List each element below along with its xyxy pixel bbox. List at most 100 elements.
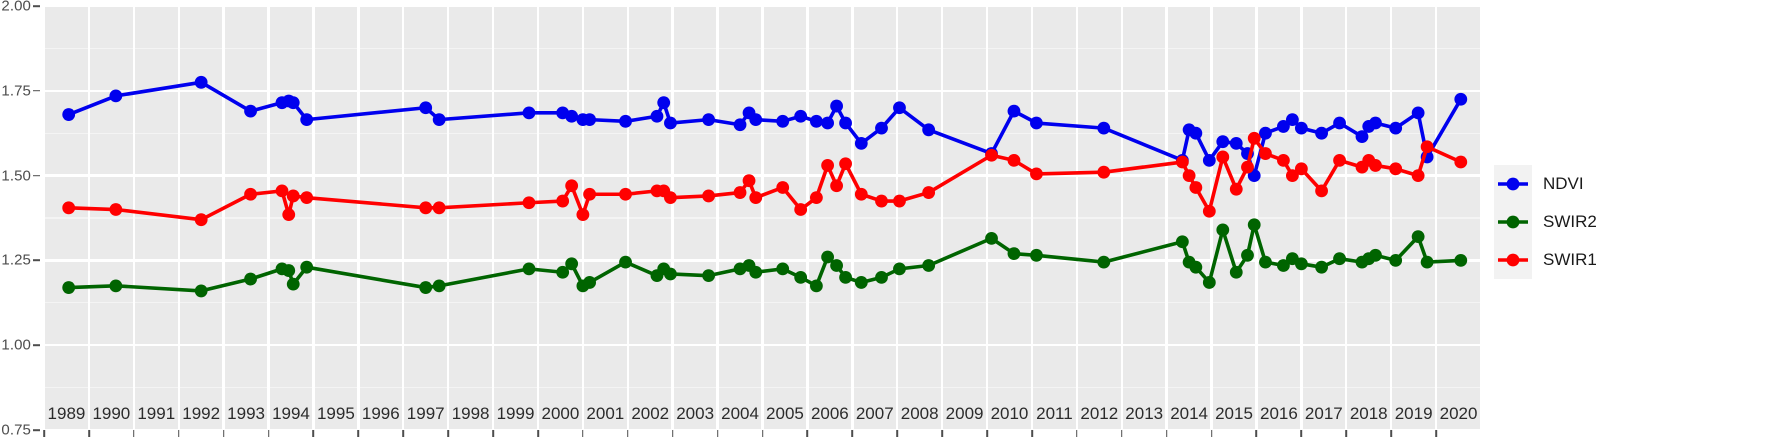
data-point <box>1241 160 1254 174</box>
data-point <box>1175 153 1189 167</box>
data-point <box>244 272 257 286</box>
data-point <box>300 260 314 274</box>
x-tick-mark <box>1435 430 1437 437</box>
data-point <box>854 276 868 289</box>
gridline-x-major <box>806 6 809 430</box>
y-tick-mark <box>33 174 40 177</box>
data-point <box>650 184 664 198</box>
data-point <box>839 270 852 284</box>
data-point <box>875 194 888 208</box>
x-tick-label: 1999 <box>496 404 535 423</box>
data-point <box>1411 230 1425 244</box>
data-point <box>583 113 597 127</box>
data-point <box>922 123 936 137</box>
data-point <box>565 179 579 193</box>
data-point <box>657 96 671 110</box>
data-point <box>657 262 671 276</box>
legend: NDVI SWIR2 SWIR1 <box>1494 165 1614 279</box>
x-tick-mark <box>1031 430 1033 437</box>
x-tick-mark <box>133 430 135 437</box>
data-point <box>1420 255 1434 269</box>
x-tick-label: 2016 <box>1260 404 1298 423</box>
data-point <box>650 269 664 283</box>
data-point <box>839 157 852 171</box>
y-tick-label: 0.75 <box>1 421 31 439</box>
data-point <box>776 114 790 128</box>
data-point <box>1259 147 1272 160</box>
legend-item-swir1[interactable]: SWIR1 <box>1494 241 1614 279</box>
data-point <box>619 255 632 269</box>
gridline-x-major <box>581 6 585 430</box>
gridline-x-major <box>1345 6 1348 430</box>
data-point <box>749 191 763 205</box>
data-point <box>733 262 747 276</box>
gridline-x-major <box>1300 6 1303 430</box>
data-point <box>809 191 823 205</box>
x-tick-label: 2002 <box>631 404 670 423</box>
data-point <box>1369 159 1382 172</box>
data-point <box>776 181 790 194</box>
gridline-x-major <box>44 6 46 430</box>
data-point <box>1202 153 1216 167</box>
gridline-x-major <box>222 6 225 430</box>
x-tick-label: 2003 <box>676 404 715 423</box>
x-tick-label: 2017 <box>1304 404 1343 423</box>
data-point <box>776 262 790 276</box>
x-tick-label: 2014 <box>1170 404 1209 423</box>
gridline-x-major <box>1120 6 1123 430</box>
data-point <box>657 184 671 198</box>
data-point <box>809 279 823 293</box>
data-point <box>583 276 597 289</box>
data-point <box>1315 184 1328 198</box>
data-point <box>1411 106 1425 120</box>
x-tick-mark <box>671 430 674 437</box>
x-tick-label: 2019 <box>1394 404 1433 423</box>
series-line <box>66 222 1463 293</box>
gridline-x-major <box>626 6 629 430</box>
data-point <box>664 191 677 205</box>
data-point <box>1259 255 1272 269</box>
x-tick-mark <box>1390 430 1392 437</box>
y-tick-label: 1.25 <box>1 251 31 269</box>
x-tick-mark <box>986 430 988 437</box>
gridline-x-major <box>716 6 719 430</box>
data-point <box>1420 140 1434 154</box>
data-point <box>194 75 208 89</box>
data-point <box>1007 247 1021 261</box>
data-point <box>194 213 208 227</box>
gridline-x-major <box>177 6 180 430</box>
x-axis-ticks <box>43 430 1481 442</box>
data-point <box>282 94 296 108</box>
data-point <box>62 108 76 121</box>
x-tick-mark <box>357 430 360 437</box>
data-point <box>839 116 852 130</box>
data-point <box>664 267 677 281</box>
x-tick-label: 1991 <box>137 404 176 423</box>
x-tick-label: 2004 <box>721 404 759 423</box>
y-tick-mark <box>33 344 40 346</box>
gridline-x-major <box>132 6 135 430</box>
data-point <box>1277 153 1290 167</box>
data-point <box>664 116 677 130</box>
legend-item-swir2[interactable]: SWIR2 <box>1494 203 1614 241</box>
x-tick-label: 2013 <box>1125 404 1164 423</box>
data-point <box>1175 235 1189 249</box>
data-point <box>1362 153 1376 167</box>
data-point <box>419 101 433 115</box>
gridline-x-major <box>402 6 405 430</box>
gridline-x-major <box>896 6 899 430</box>
gridline-x-major <box>87 6 91 430</box>
gridline-x-major <box>1389 6 1393 430</box>
x-tick-mark <box>537 430 539 437</box>
legend-item-ndvi[interactable]: NDVI <box>1494 165 1614 203</box>
data-point <box>893 101 906 115</box>
x-tick-label: 1993 <box>227 404 265 423</box>
y-tick-mark <box>33 90 40 92</box>
data-point <box>432 201 446 215</box>
data-point <box>821 116 835 130</box>
x-tick-label: 2001 <box>586 404 625 423</box>
data-point <box>282 208 296 222</box>
x-tick-mark <box>761 430 764 437</box>
data-point <box>619 187 632 201</box>
